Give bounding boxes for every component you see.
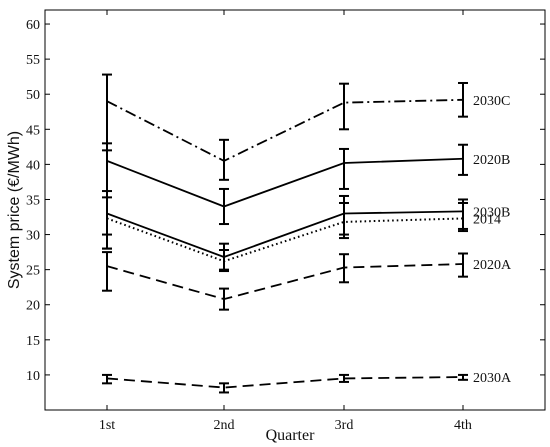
data-point [106,265,108,267]
series-line [106,98,464,162]
data-point [343,377,345,380]
data-point [106,160,108,162]
y-axis-label: System price (€/MWh) [6,131,23,289]
x-tick-label: 1st [99,418,115,433]
data-point [223,386,225,389]
data-point [343,162,345,164]
series-line [106,217,464,263]
data-point [106,100,108,103]
plot-frame [44,9,546,411]
y-tick-label: 20 [26,299,40,314]
series-line [106,376,464,389]
data-point [106,377,108,380]
series-2030B: 2030B [102,190,510,271]
series-line [106,263,464,301]
series-label: 2020B [473,153,510,168]
series-2014: 2014 [102,196,501,273]
y-tick-label: 35 [26,193,40,208]
data-point [223,205,225,208]
y-tick-label: 10 [26,369,40,384]
series-label: 2030A [473,371,512,386]
series-line [106,157,464,208]
series-label: 2030B [473,205,510,220]
series-2020B: 2020B [102,142,510,250]
series-2020A: 2020A [102,251,512,311]
x-axis-label: Quarter [266,427,316,444]
data-point [343,221,345,223]
data-point [462,157,464,160]
y-tick-label: 55 [26,53,40,68]
x-tick-label: 2nd [214,418,235,433]
data-point [343,266,345,269]
y-tick-label: 30 [26,229,40,244]
x-tick-label: 4th [454,418,472,433]
data-point [106,217,108,220]
y-tick-label: 40 [26,158,40,173]
series-line [106,210,464,258]
y-tick-label: 50 [26,88,40,103]
data-point [462,376,464,378]
y-tick-label: 25 [26,264,40,279]
series-label: 2030C [473,94,510,109]
y-tick-label: 60 [26,18,40,33]
axis-ticks: 10 15 20 25 30 35 40 45 50 55 60 1st 2nd 3rd 4th [26,10,545,433]
data-point [223,260,225,263]
x-tick-label: 3rd [335,418,354,433]
data-point [223,298,225,300]
series-label: 2020A [473,258,512,273]
data-point [343,101,345,104]
y-tick-label: 45 [26,123,40,138]
y-tick-label: 15 [26,334,40,349]
series-label: 2014 [473,212,501,227]
data-point [462,263,464,265]
series-2030C: 2030C [102,73,510,181]
series-2030A: 2030A [102,371,512,394]
data-point [462,99,464,101]
data-point [223,160,225,162]
data-point [462,217,464,220]
